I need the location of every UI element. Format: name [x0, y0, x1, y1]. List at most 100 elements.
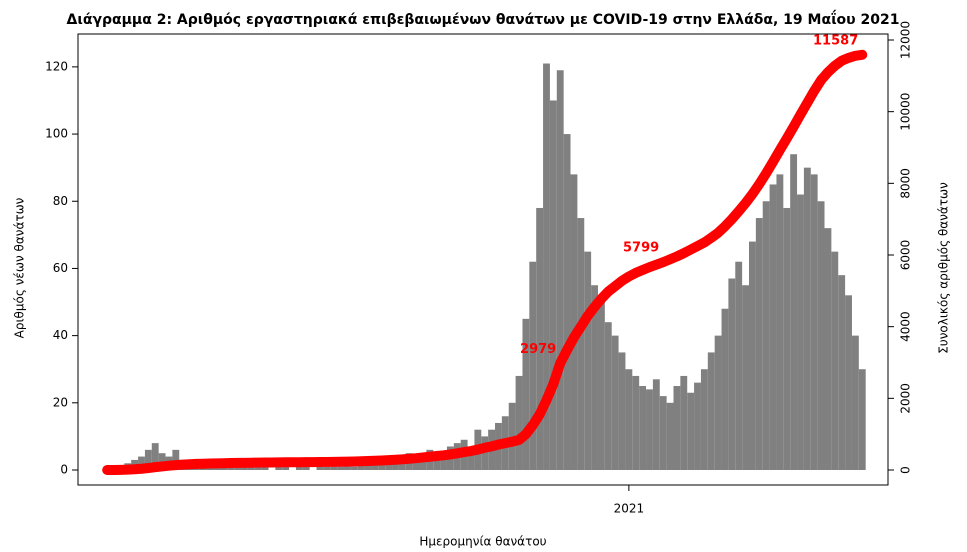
bar: [604, 322, 612, 470]
bar: [508, 402, 516, 470]
bar: [378, 463, 386, 470]
bar: [227, 466, 235, 470]
y2-tick-label: 8000: [899, 168, 913, 199]
bar: [234, 466, 242, 470]
bar: [343, 463, 351, 470]
bar: [350, 466, 358, 470]
bar: [316, 466, 324, 470]
bar: [172, 449, 180, 470]
bar: [797, 194, 804, 470]
bar: [639, 386, 647, 470]
bar: [330, 466, 338, 470]
bar: [858, 369, 866, 470]
bar: [357, 463, 365, 470]
bar: [302, 466, 310, 470]
bar: [659, 396, 667, 470]
bar: [549, 100, 557, 470]
bar: [412, 456, 420, 470]
bar: [817, 201, 825, 470]
bar: [687, 392, 695, 470]
bar: [790, 154, 798, 470]
annotation: 11587: [813, 33, 858, 48]
bar: [323, 466, 331, 470]
bar: [625, 369, 633, 470]
y-tick-label: 40: [53, 328, 68, 342]
bar: [721, 308, 729, 470]
bar: [728, 278, 736, 470]
y2-tick-label: 12000: [899, 21, 913, 59]
bar: [666, 402, 674, 470]
bar: [481, 436, 489, 470]
x-tick-label: 2021: [614, 502, 645, 516]
bar: [597, 302, 605, 470]
y-tick-label: 20: [53, 395, 68, 409]
bar: [254, 466, 262, 470]
y-axis-label: Αριθμός νέων θανάτων: [13, 197, 27, 338]
bar: [769, 184, 777, 470]
y-tick-label: 120: [45, 59, 68, 73]
bar: [433, 456, 441, 470]
bar: [398, 459, 406, 470]
bar: [762, 201, 770, 470]
bar: [755, 218, 763, 470]
bar: [543, 63, 550, 470]
bar: [845, 295, 852, 470]
y2-axis-label: Συνολικός αριθμός θανάτων: [937, 182, 951, 354]
bar: [515, 375, 523, 470]
bar: [529, 261, 537, 470]
bar: [632, 375, 640, 470]
y2-tick-label: 10000: [899, 93, 913, 131]
bar: [838, 275, 846, 470]
bar: [810, 174, 818, 470]
bar: [707, 352, 715, 470]
bar: [646, 389, 653, 470]
bar: [151, 443, 159, 470]
bar: [591, 285, 598, 470]
bar: [295, 466, 303, 470]
bar: [783, 207, 791, 470]
bar: [556, 70, 564, 470]
y-tick-label: 80: [53, 194, 68, 208]
bar: [694, 382, 701, 470]
plot-frame: [77, 33, 889, 486]
bar: [467, 446, 475, 470]
bar: [831, 251, 839, 470]
bar: [714, 335, 722, 470]
bar: [275, 466, 283, 470]
bar: [611, 335, 619, 470]
bar: [803, 167, 811, 470]
y-tick-label: 100: [45, 127, 68, 141]
bar: [440, 453, 447, 470]
bar: [138, 456, 145, 470]
bar: [364, 463, 372, 470]
bar: [700, 369, 708, 470]
bar: [220, 466, 228, 470]
chart-title: Διάγραμμα 2: Αριθμός εργαστηριακά επιβεβ…: [67, 10, 900, 28]
bar: [851, 335, 859, 470]
bar: [584, 251, 592, 470]
cumulative-line: [102, 49, 868, 475]
y2-tick-label: 0: [899, 466, 913, 474]
bar: [247, 466, 255, 470]
bar: [680, 375, 688, 470]
bar: [536, 207, 544, 470]
y2-tick-label: 2000: [899, 383, 913, 414]
bar: [652, 379, 660, 470]
bar: [282, 466, 290, 470]
bar: [241, 466, 248, 470]
bar: [748, 241, 756, 470]
y-tick-label: 60: [53, 261, 68, 275]
bar: [673, 386, 681, 470]
y2-tick-label: 4000: [899, 311, 913, 342]
bar: [618, 352, 626, 470]
y2-tick-label: 6000: [899, 240, 913, 271]
annotation: 2979: [520, 342, 556, 357]
annotation: 5799: [623, 241, 659, 256]
bar: [144, 449, 152, 470]
bar: [735, 261, 743, 470]
bar: [337, 466, 344, 470]
bar: [824, 228, 832, 470]
bar: [522, 318, 530, 470]
bar: [577, 218, 585, 470]
x-axis-label: Ημερομηνία θανάτου: [419, 535, 546, 549]
